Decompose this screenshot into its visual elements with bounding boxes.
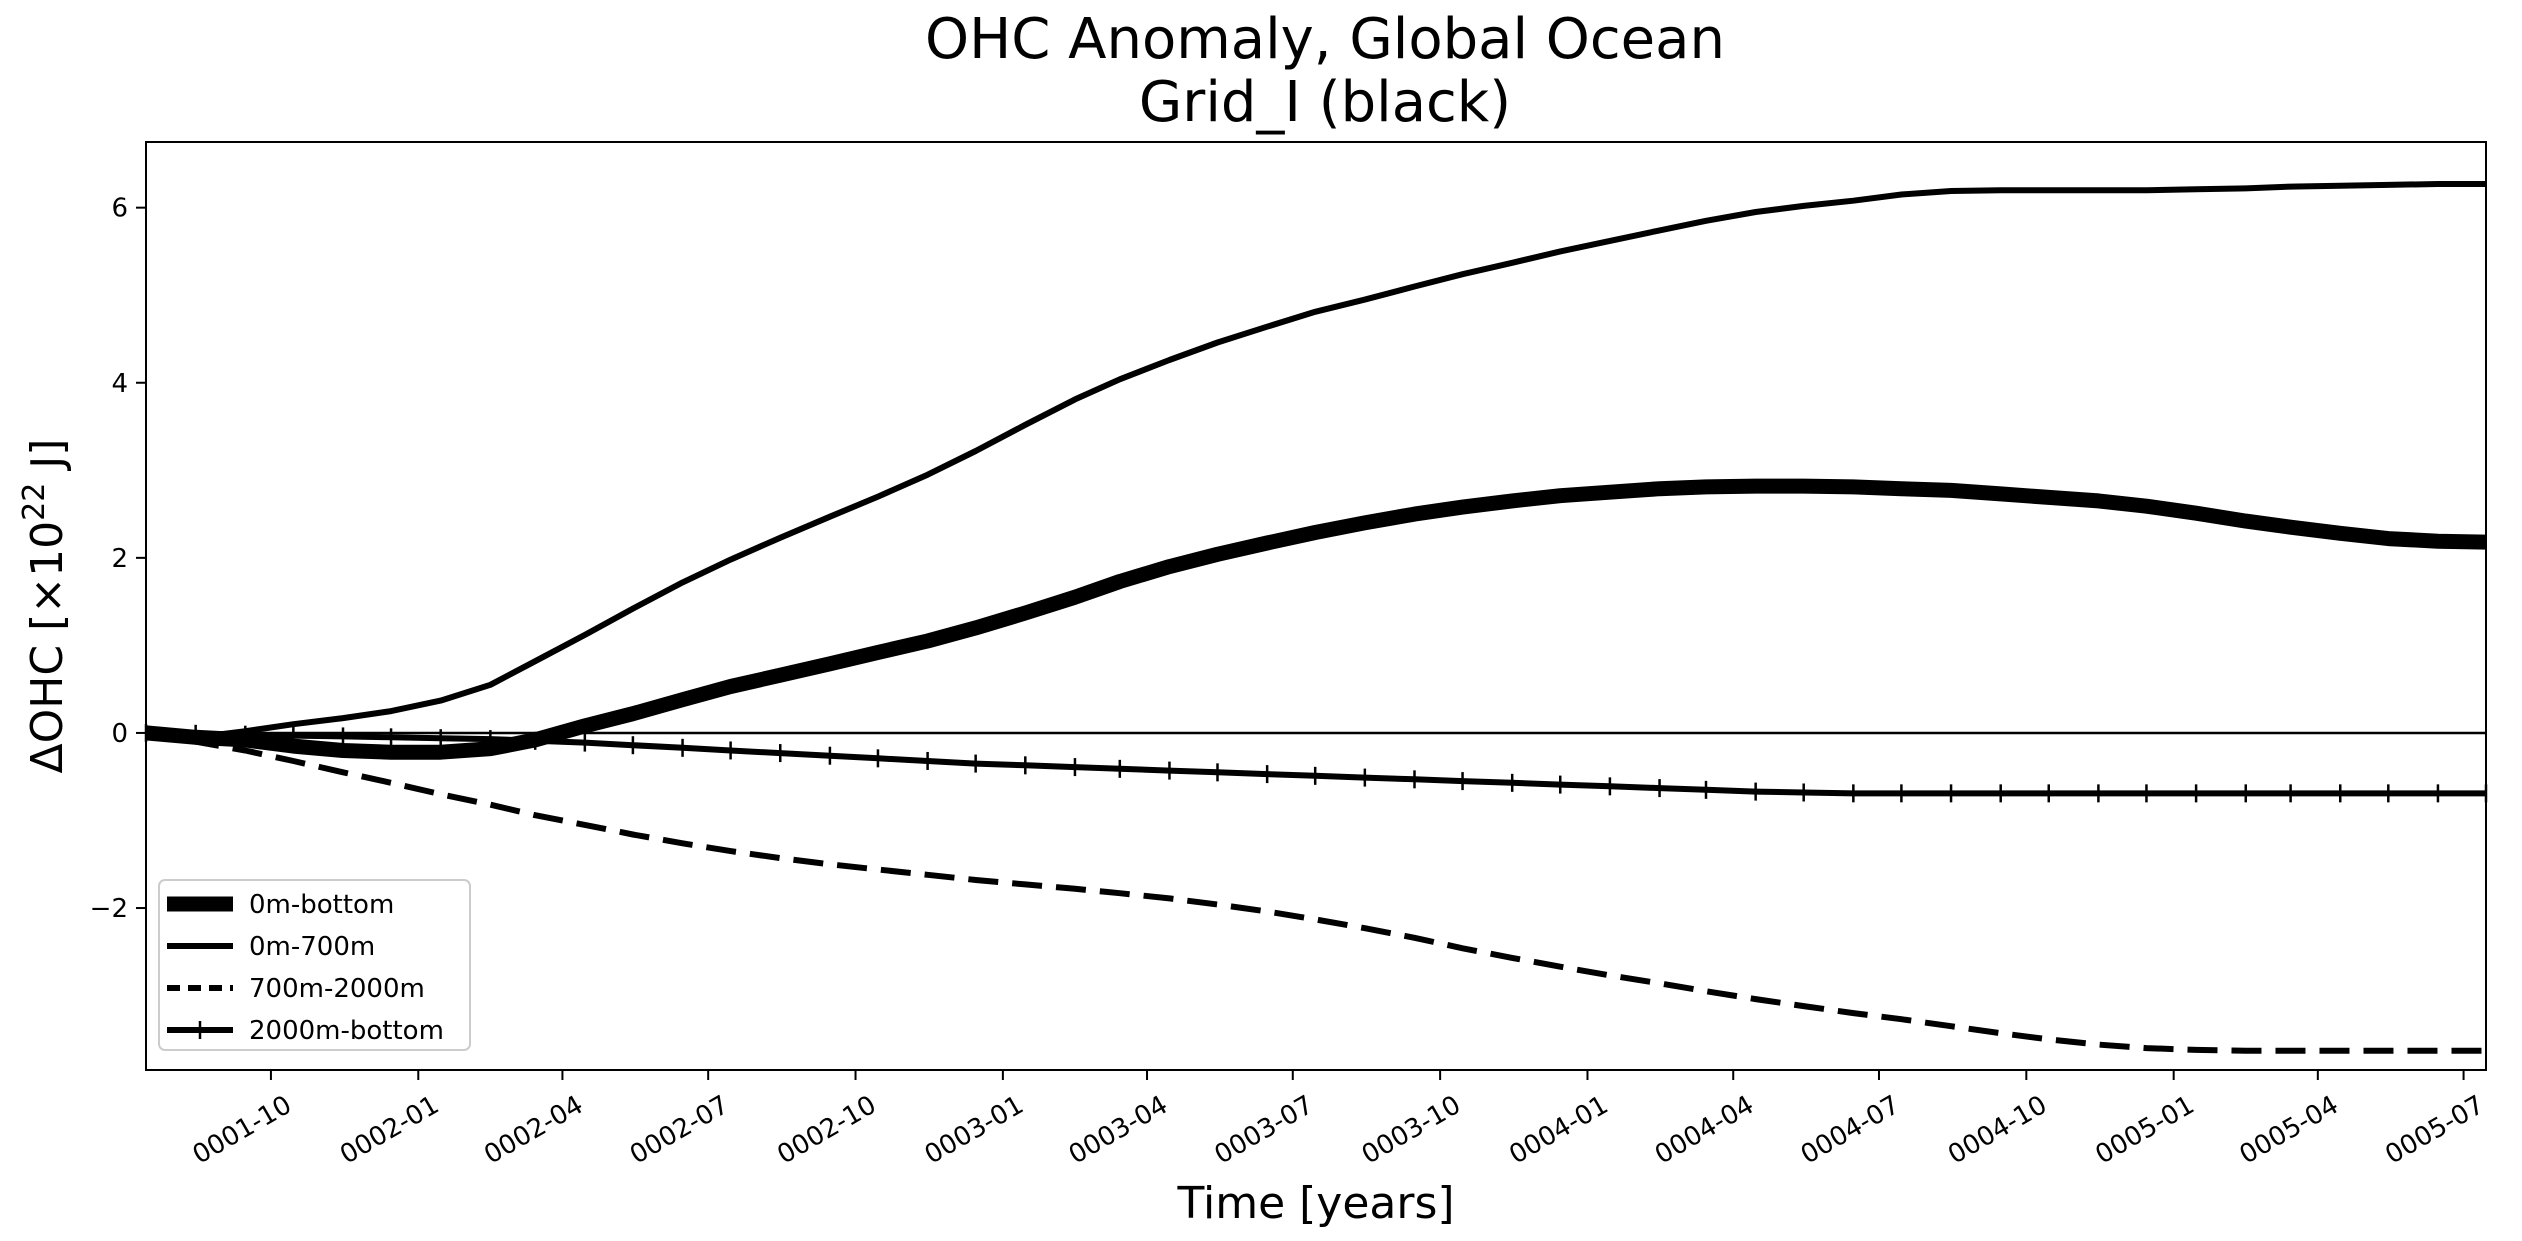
series-line-0m-bottom xyxy=(145,478,2487,760)
legend-label: 700m-2000m xyxy=(249,974,425,1004)
y-tick-label: 6 xyxy=(111,194,128,224)
series-line-700m-2000m xyxy=(145,729,2486,1054)
x-tick-label: 0002-07 xyxy=(625,1090,734,1170)
x-tick-label: 0004-01 xyxy=(1504,1090,1613,1170)
chart-title: OHC Anomaly, Global Ocean xyxy=(925,7,1725,72)
x-tick-label: 0003-10 xyxy=(1357,1090,1466,1170)
x-tick-label: 0002-10 xyxy=(772,1090,881,1170)
x-tick-label: 0003-01 xyxy=(920,1090,1029,1170)
x-tick-label: 0005-07 xyxy=(2380,1090,2489,1170)
x-tick-label: 0005-04 xyxy=(2235,1090,2344,1170)
y-tick-label: 0 xyxy=(111,719,128,749)
x-tick-label: 0004-10 xyxy=(1943,1090,2052,1170)
plot-area xyxy=(144,181,2488,1054)
x-tick-label: 0004-04 xyxy=(1650,1090,1759,1170)
y-tick-label: 4 xyxy=(111,369,128,399)
x-tick-label: 0003-07 xyxy=(1210,1090,1319,1170)
legend-label: 0m-700m xyxy=(249,932,375,962)
x-axis-label: Time [years] xyxy=(1176,1178,1454,1229)
x-tick-label: 0002-04 xyxy=(479,1090,588,1170)
y-axis: −2 0 2 4 6 xyxy=(90,194,146,924)
series-line-0m-700m xyxy=(145,181,2486,741)
x-axis: 0001-10 0002-01 0002-04 0002-07 0002-10 0003-… xyxy=(188,1070,2490,1170)
legend-box xyxy=(158,879,471,1051)
legend-label: 2000m-bottom xyxy=(249,1016,444,1046)
legend-label: 0m-bottom xyxy=(249,890,394,920)
x-tick-label: 0002-01 xyxy=(335,1090,444,1170)
y-axis-label: ΔOHC [×1022 J] xyxy=(17,439,73,774)
y-tick-label: −2 xyxy=(90,894,128,924)
chart-subtitle: Grid_I (black) xyxy=(1139,70,1511,135)
axes-frame xyxy=(145,141,2487,1071)
x-tick-label: 0005-01 xyxy=(2091,1090,2200,1170)
legend: 0m-bottom 0m-700m 700m-2000m 2000m-bottom xyxy=(158,879,471,1051)
x-tick-label: 0004-07 xyxy=(1796,1090,1905,1170)
x-tick-label: 0001-10 xyxy=(188,1090,297,1170)
y-tick-label: 2 xyxy=(111,544,128,574)
x-tick-label: 0003-04 xyxy=(1064,1090,1173,1170)
